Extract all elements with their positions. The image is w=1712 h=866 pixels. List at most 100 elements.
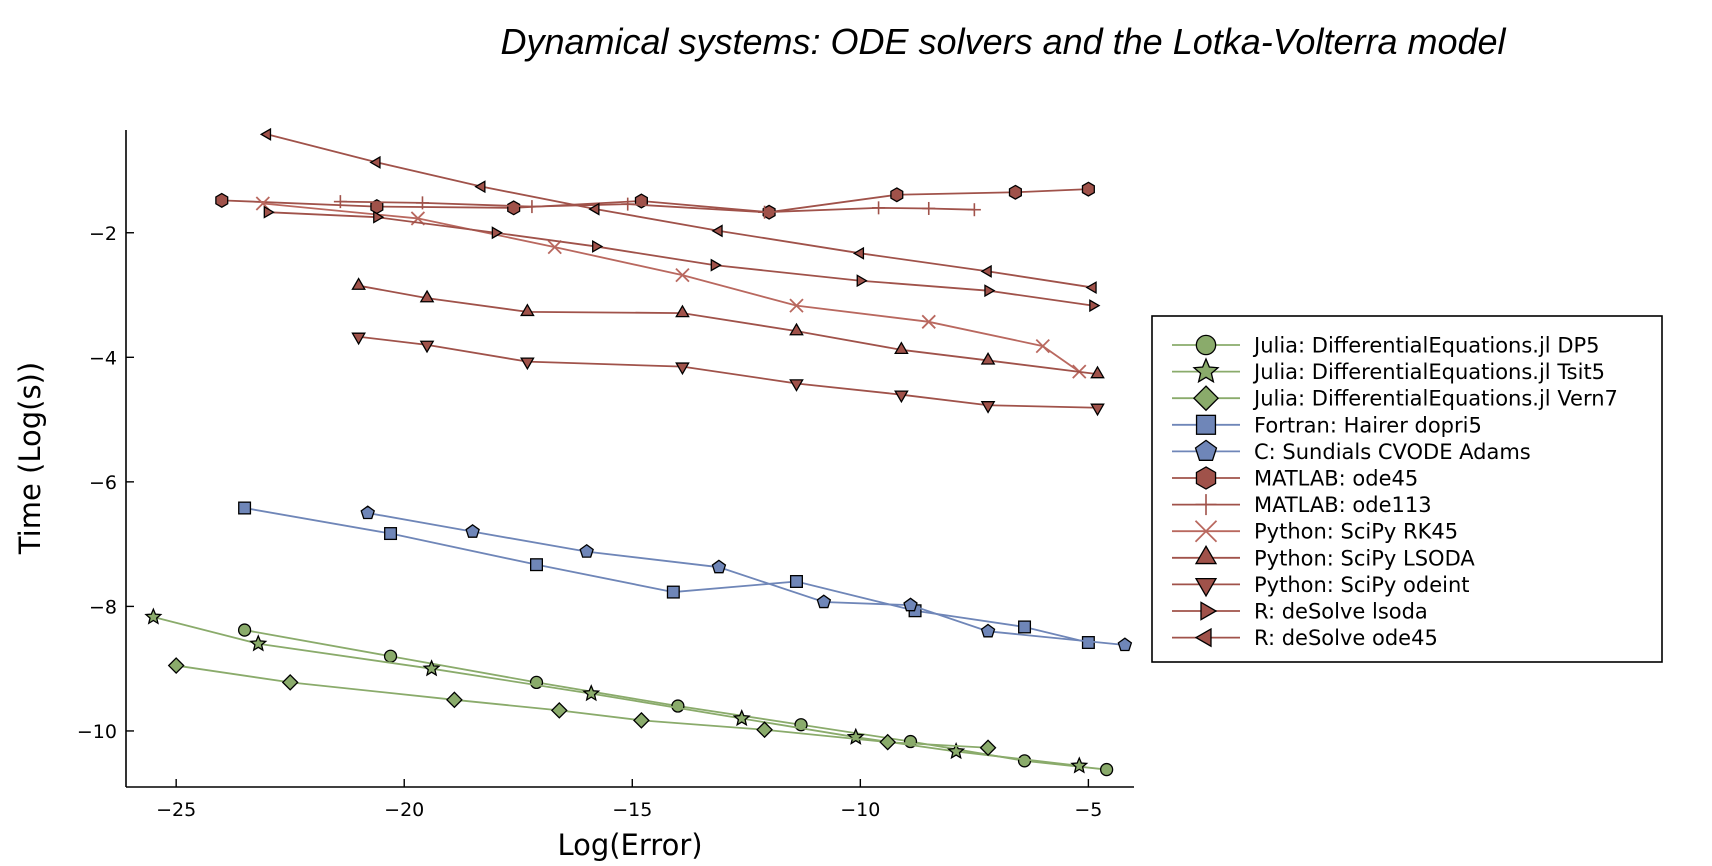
series-c-sundials-cvode-adams [360,505,1133,652]
y-ticks: −10 −8 −6 −4 −2 [77,223,134,743]
legend-marker [1194,439,1218,461]
legend-label: C: Sundials CVODE Adams [1254,440,1531,464]
legend-marker [1195,334,1217,356]
plot-area: −25 −20 −15 −10 −5 −10 −8 −6 −4 −2 [77,127,1134,821]
data-point [1090,403,1105,417]
y-tick-label: −6 [89,472,117,494]
data-point [373,210,385,224]
series-line [358,335,1098,409]
y-tick-label: −8 [89,596,117,618]
x-ticks: −25 −20 −15 −10 −5 [156,779,1102,821]
y-axis-label: Time (Log(s)) [13,362,47,555]
legend-items: Julia: DifferentialEquations.jl DP5Julia… [1172,334,1618,650]
data-point [852,246,865,260]
data-point [879,733,897,751]
data-point [281,673,299,691]
data-point [351,332,366,346]
data-point [980,623,996,638]
data-point [383,649,398,663]
data-point [1089,299,1101,313]
legend-label: Python: SciPy odeint [1254,573,1470,597]
y-tick-label: −2 [89,223,117,245]
data-point [894,341,909,355]
series-julia-differentialequations-jl-vern7 [167,657,997,757]
legend-label: Julia: DifferentialEquations.jl DP5 [1252,334,1600,358]
data-point [816,594,832,609]
series-line [267,133,1094,289]
data-point [1070,756,1089,774]
data-point [579,543,594,558]
legend-label: MATLAB: ode45 [1254,467,1418,491]
legend-entry: Fortran: Hairer dopri5 [1172,413,1482,437]
series-matlab-ode113 [333,195,981,219]
data-point [980,351,996,365]
data-point [789,574,803,588]
x-tick-label: −15 [612,799,652,821]
legend-entry: Python: SciPy odeint [1172,573,1470,598]
data-point [446,691,463,709]
data-point [711,224,723,238]
legend-entry: MATLAB: ode45 [1172,466,1418,491]
data-point [237,623,252,637]
series-layer [144,127,1133,777]
data-point [984,284,996,298]
data-point [1085,281,1097,295]
data-point [351,277,366,290]
legend-marker [1194,577,1218,598]
legend: Julia: DifferentialEquations.jl DP5Julia… [1151,315,1663,663]
series-line [262,202,1080,373]
legend-label: Fortran: Hairer dopri5 [1254,413,1482,437]
legend-entry: Julia: DifferentialEquations.jl Tsit5 [1172,357,1605,384]
data-point [360,505,375,520]
data-point [633,711,650,729]
data-point [947,742,966,760]
y-tick-label: −4 [89,347,117,369]
data-point [1018,620,1032,634]
y-tick-label: −10 [77,721,117,743]
data-point [789,322,804,336]
series-julia-differentialequations-jl-tsit5 [144,607,1089,774]
legend-marker [1194,627,1212,648]
data-point [592,239,604,253]
series-line [176,664,989,749]
data-point [710,258,722,272]
data-point [666,585,680,599]
data-point [1081,181,1095,197]
legend-label: Julia: DifferentialEquations.jl Tsit5 [1252,360,1605,384]
series-matlab-ode45 [215,181,1095,220]
legend-entry: Python: SciPy RK45 [1172,520,1458,544]
legend-label: Julia: DifferentialEquations.jl Vern7 [1252,387,1618,411]
series-python-scipy-odeint [351,332,1105,417]
data-point [520,357,535,371]
data-point [979,739,997,757]
legend-marker [1192,357,1220,384]
data-point [922,201,936,215]
data-point [671,699,685,713]
data-point [856,274,868,288]
data-point [474,180,486,194]
data-point [333,195,347,209]
data-point [588,202,600,216]
data-point [921,314,936,329]
data-point [263,205,275,219]
data-point [890,187,904,203]
x-axis-label: Log(Error) [557,828,702,862]
x-tick-label: −25 [156,799,196,821]
data-point [215,192,229,208]
legend-label: R: deSolve ode45 [1254,626,1438,650]
data-point [550,702,568,719]
legend-box [1151,315,1663,663]
data-point [980,264,992,278]
legend-label: R: deSolve lsoda [1254,600,1428,624]
data-point [758,205,772,219]
series-line [244,629,1107,771]
data-point [789,298,804,313]
data-point [1117,637,1133,652]
legend-entry: Julia: DifferentialEquations.jl Vern7 [1172,385,1618,412]
data-point [384,527,398,541]
series-line [244,507,1089,644]
series-line [358,284,1098,376]
data-point [1008,184,1022,200]
chart-title: Dynamical systems: ODE solvers and the L… [500,21,1506,62]
